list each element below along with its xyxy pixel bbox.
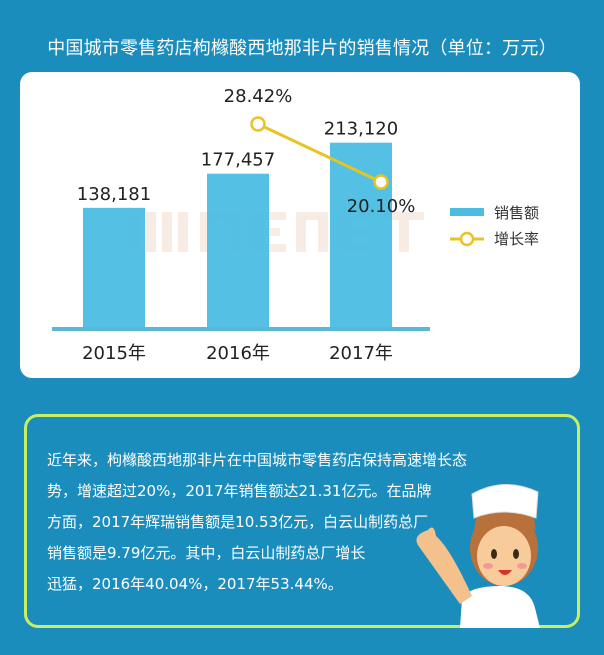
- legend-line-marker: [459, 231, 475, 247]
- watermark-stroke: [318, 212, 328, 252]
- x-tick-label: 2016年: [206, 343, 270, 364]
- combo-chart: 138,181 2015年 177,457 2016年 213,120 2017年 28.4…: [52, 86, 539, 364]
- legend-bar-swatch: [450, 208, 484, 216]
- bar-value-label: 213,120: [324, 119, 398, 140]
- summary-line: 方面，2017年辉瑞销售额是10.53亿元，白云山制药总厂: [47, 513, 429, 531]
- bar-value-label: 138,181: [77, 184, 151, 205]
- growth-rate-point: [373, 174, 389, 190]
- x-axis-line: [52, 327, 430, 331]
- watermark-stroke: [200, 212, 210, 252]
- watermark-stroke: [162, 212, 172, 252]
- growth-rate-label: 28.42%: [224, 86, 293, 107]
- summary-line: 销售额是9.79亿元。其中，白云山制药总厂增长: [47, 544, 366, 562]
- summary-text: 近年来，枸橼酸西地那非片在中国城市零售药店保持高速增长态 势，增速超过20%，2…: [47, 445, 517, 600]
- bar-2016年: [207, 173, 269, 328]
- watermark-stroke: [399, 212, 409, 252]
- watermark-stroke: [296, 212, 328, 220]
- summary-line: 势，增速超过20%，2017年销售额达21.31亿元。在品牌: [47, 482, 432, 500]
- watermark-stroke: [178, 212, 188, 252]
- summary-line: 迅猛，2016年40.04%，2017年53.44%。: [47, 575, 343, 593]
- growth-rate-point: [250, 116, 266, 132]
- watermark-stroke: [296, 212, 306, 252]
- bar-value-label: 177,457: [201, 150, 275, 171]
- growth-rate-line: [257, 122, 382, 184]
- x-tick-label: 2017年: [329, 343, 393, 364]
- x-tick-label: 2015年: [82, 343, 146, 364]
- watermark-stroke: [146, 212, 156, 252]
- chart-title: 中国城市零售药店枸橼酸西地那非片的销售情况（单位：万元）: [47, 38, 557, 59]
- bar-2015年: [83, 207, 145, 328]
- summary-line: 近年来，枸橼酸西地那非片在中国城市零售药店保持高速增长态: [47, 451, 468, 469]
- chart-card: 138,181 2015年 177,457 2016年 213,120 2017年 28.4…: [20, 72, 580, 378]
- legend-line-label: 增长率: [494, 230, 539, 248]
- nurse-illustration: [416, 483, 540, 628]
- bar-2017年: [330, 142, 392, 328]
- summary-box: 近年来，枸橼酸西地那非片在中国城市零售药店保持高速增长态 势，增速超过20%，2…: [24, 414, 580, 628]
- legend-bar-label: 销售额: [494, 204, 539, 222]
- growth-rate-label: 20.10%: [347, 196, 416, 217]
